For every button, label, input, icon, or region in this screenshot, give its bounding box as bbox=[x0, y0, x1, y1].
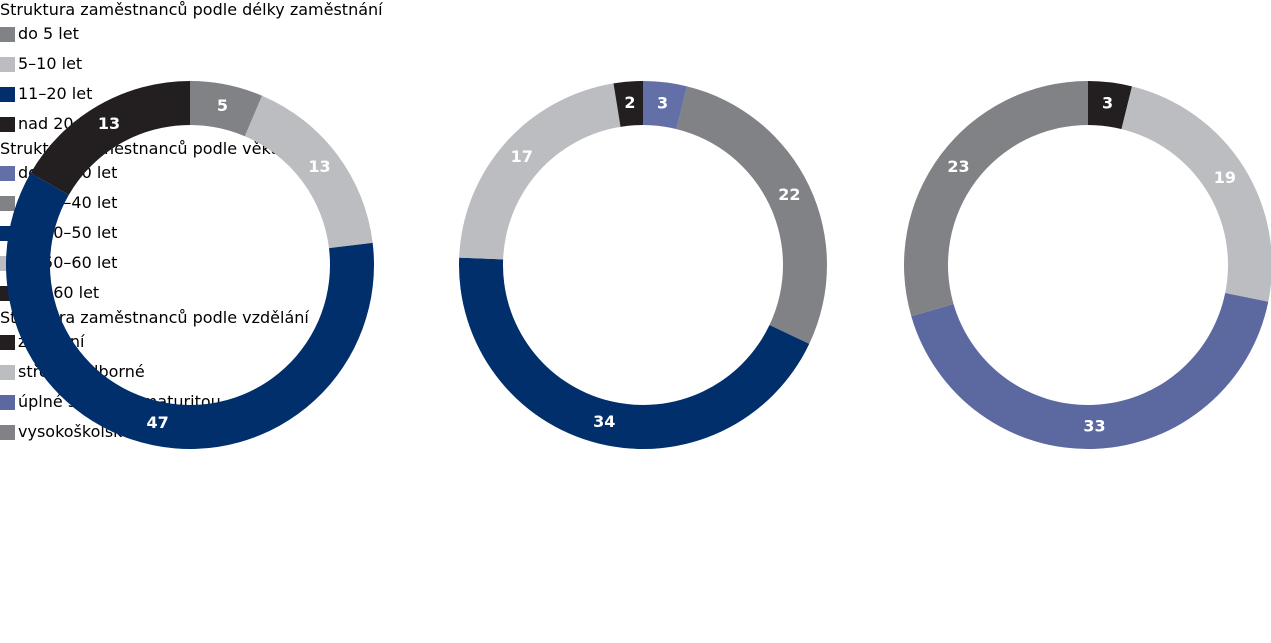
data-label: 22 bbox=[778, 185, 800, 204]
legend-swatch bbox=[0, 26, 15, 42]
legend-item: 11–20 let bbox=[0, 79, 1271, 109]
legend-swatch bbox=[0, 364, 15, 380]
legend-swatch bbox=[0, 195, 15, 211]
chart-title: Struktura zaměstnanců podle délky zaměst… bbox=[0, 0, 383, 19]
data-label: 23 bbox=[947, 157, 969, 176]
legend-swatch bbox=[0, 334, 15, 350]
donut-segment bbox=[190, 81, 263, 137]
donut-segment bbox=[613, 81, 643, 127]
donut-segment bbox=[30, 81, 191, 195]
legend-label: 5–10 let bbox=[18, 54, 83, 73]
donut-segment bbox=[903, 81, 1088, 317]
data-label: 13 bbox=[98, 114, 120, 133]
data-label: 47 bbox=[146, 413, 168, 432]
donut-segment bbox=[911, 293, 1269, 450]
donut-segment bbox=[459, 83, 621, 260]
data-label: 19 bbox=[1214, 168, 1236, 187]
data-label: 34 bbox=[593, 412, 615, 431]
legend-swatch bbox=[0, 394, 15, 410]
legend-swatch bbox=[0, 56, 15, 72]
data-label: 5 bbox=[217, 96, 228, 115]
legend-swatch bbox=[0, 116, 15, 132]
donut-segment bbox=[244, 95, 373, 249]
data-label: 33 bbox=[1083, 416, 1105, 435]
legend-item: 5–10 let bbox=[0, 49, 1271, 79]
data-label: 17 bbox=[511, 147, 533, 166]
legend-label: do 5 let bbox=[18, 24, 79, 43]
legend-swatch bbox=[0, 86, 15, 102]
donut-segment bbox=[676, 86, 827, 344]
legend-item: do 5 let bbox=[0, 19, 1271, 49]
donut-segment bbox=[643, 81, 688, 130]
data-label: 2 bbox=[624, 93, 635, 112]
legend-label: 11–20 let bbox=[18, 84, 93, 103]
data-label: 3 bbox=[1102, 94, 1113, 113]
data-label: 3 bbox=[657, 94, 668, 113]
donut-segment bbox=[6, 173, 375, 449]
donut-segment bbox=[1121, 86, 1271, 302]
chart-title: Struktura zaměstnanců podle vzdělání bbox=[0, 308, 309, 327]
legend-swatch bbox=[0, 165, 15, 181]
donut-segment bbox=[459, 257, 810, 449]
donut-segment bbox=[1088, 81, 1133, 130]
legend-swatch bbox=[0, 424, 15, 440]
data-label: 13 bbox=[308, 157, 330, 176]
